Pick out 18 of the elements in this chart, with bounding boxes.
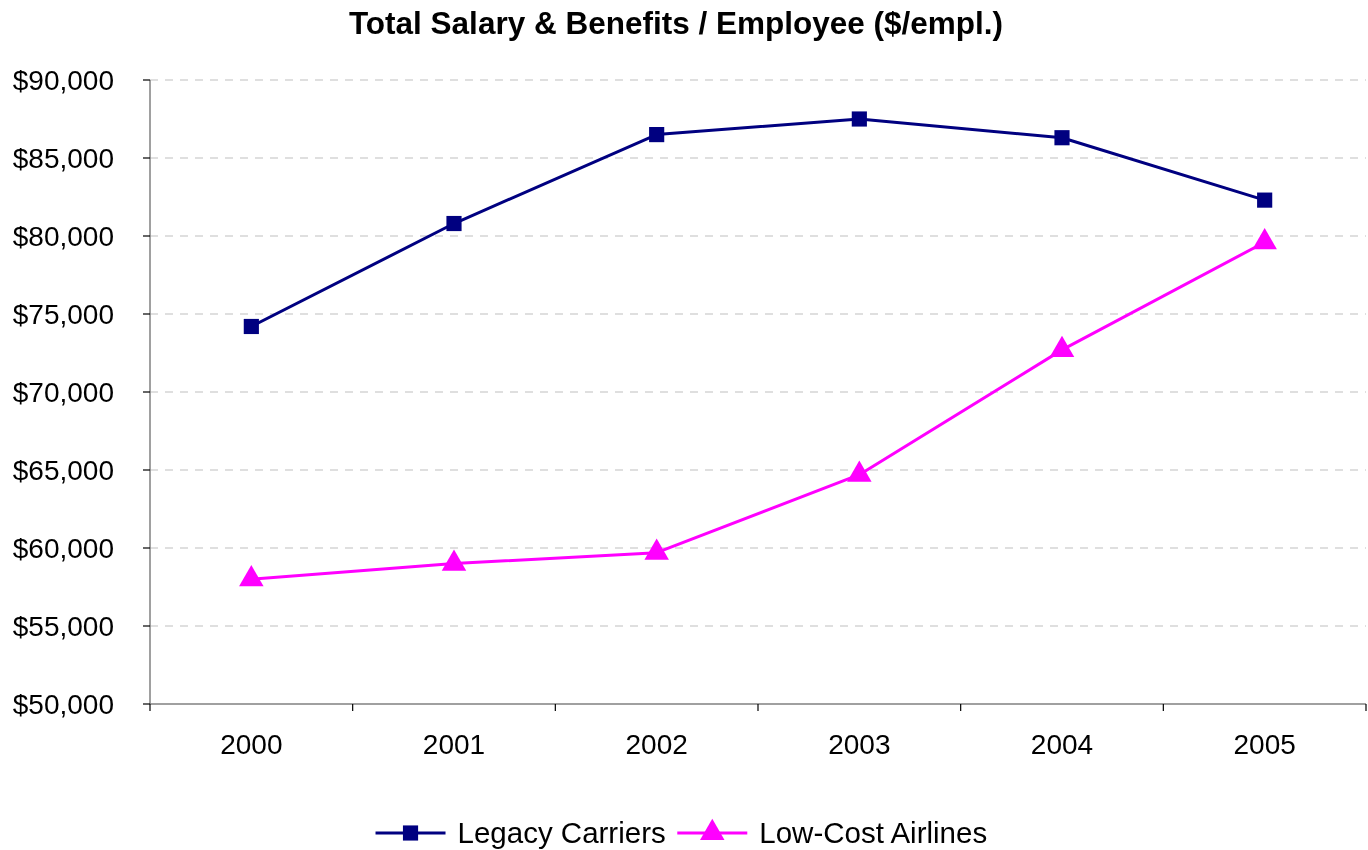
y-tick-label: $65,000 xyxy=(12,454,114,486)
y-tick-label: $80,000 xyxy=(12,220,114,252)
y-tick-label: $75,000 xyxy=(12,298,114,330)
y-tick-label: $90,000 xyxy=(12,64,114,96)
y-tick-label: $60,000 xyxy=(12,532,114,564)
chart-title: Total Salary & Benefits / Employee ($/empl.) xyxy=(348,5,1004,41)
x-tick-label: 2003 xyxy=(828,729,891,760)
legend-label: Legacy Carriers xyxy=(457,816,666,850)
y-tick-label: $70,000 xyxy=(12,376,114,408)
x-tick-label: 2005 xyxy=(1233,729,1296,760)
y-tick-label: $50,000 xyxy=(12,688,114,720)
y-tick-label: $85,000 xyxy=(12,142,114,174)
x-tick-label: 2002 xyxy=(625,729,688,760)
legend-label: Low-Cost Airlines xyxy=(759,816,988,850)
x-tick-label: 2001 xyxy=(422,729,486,760)
x-tick-label: 2004 xyxy=(1030,729,1094,760)
x-tick-label: 2000 xyxy=(220,729,283,760)
y-tick-label: $55,000 xyxy=(12,610,114,642)
